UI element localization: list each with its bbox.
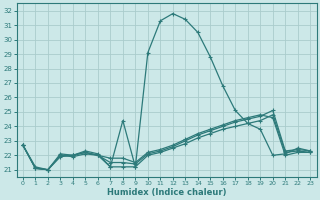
- X-axis label: Humidex (Indice chaleur): Humidex (Indice chaleur): [107, 188, 226, 197]
